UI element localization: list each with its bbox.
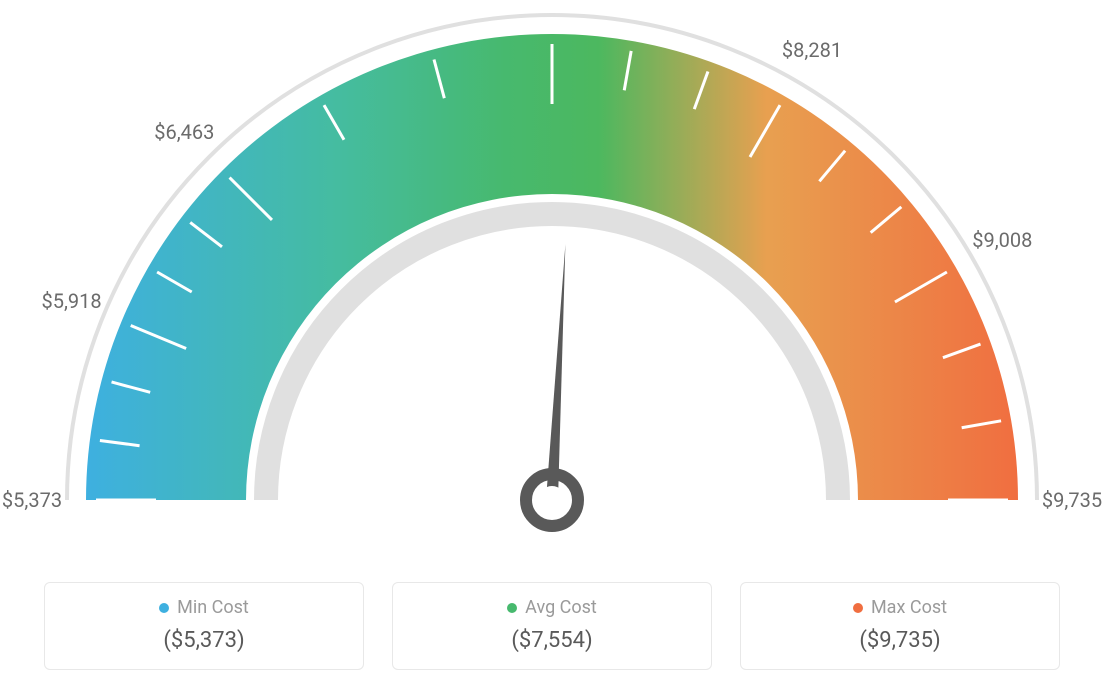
card-header: Min Cost bbox=[65, 597, 343, 618]
summary-cards: Min Cost ($5,373) Avg Cost ($7,554) Max … bbox=[0, 582, 1104, 670]
gauge-svg bbox=[0, 0, 1104, 560]
gauge-tick-label: $9,008 bbox=[972, 228, 1032, 252]
dot-icon bbox=[853, 603, 863, 613]
gauge-tick-label: $5,918 bbox=[42, 289, 102, 313]
card-header: Max Cost bbox=[761, 597, 1039, 618]
max-cost-label: Max Cost bbox=[871, 597, 947, 618]
gauge-tick-label: $9,735 bbox=[1042, 488, 1102, 512]
dot-icon bbox=[159, 603, 169, 613]
card-header: Avg Cost bbox=[413, 597, 691, 618]
max-cost-card: Max Cost ($9,735) bbox=[740, 582, 1060, 670]
gauge-tick-label: $6,463 bbox=[154, 120, 214, 144]
avg-cost-value: ($7,554) bbox=[413, 628, 691, 653]
avg-cost-label: Avg Cost bbox=[525, 597, 597, 618]
max-cost-value: ($9,735) bbox=[761, 628, 1039, 653]
avg-cost-card: Avg Cost ($7,554) bbox=[392, 582, 712, 670]
min-cost-card: Min Cost ($5,373) bbox=[44, 582, 364, 670]
dot-icon bbox=[507, 603, 517, 613]
gauge-tick-label: $5,373 bbox=[2, 488, 62, 512]
gauge-container: $5,373$5,918$6,463$7,554$8,281$9,008$9,7… bbox=[0, 0, 1104, 560]
gauge-tick-label: $8,281 bbox=[782, 38, 842, 62]
min-cost-value: ($5,373) bbox=[65, 628, 343, 653]
min-cost-label: Min Cost bbox=[177, 597, 249, 618]
